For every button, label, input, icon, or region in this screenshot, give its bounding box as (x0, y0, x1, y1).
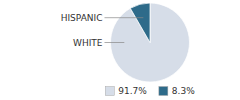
pie-slice (130, 3, 150, 43)
legend: 91.7% 8.3% (105, 86, 195, 96)
legend-swatch (105, 87, 114, 96)
annotations: WHITE HISPANIC (61, 13, 144, 48)
legend-swatch (159, 87, 168, 96)
chart: WHITE HISPANIC 91.7% 8.3% (0, 0, 240, 100)
category-label: HISPANIC (61, 13, 103, 23)
leader-line (105, 42, 125, 43)
category-label: WHITE (73, 38, 103, 48)
leader-line (105, 17, 144, 18)
legend-item: 8.3% (159, 86, 195, 96)
legend-item: 91.7% (105, 86, 147, 96)
legend-label: 8.3% (172, 86, 195, 96)
legend-label: 91.7% (118, 86, 147, 96)
